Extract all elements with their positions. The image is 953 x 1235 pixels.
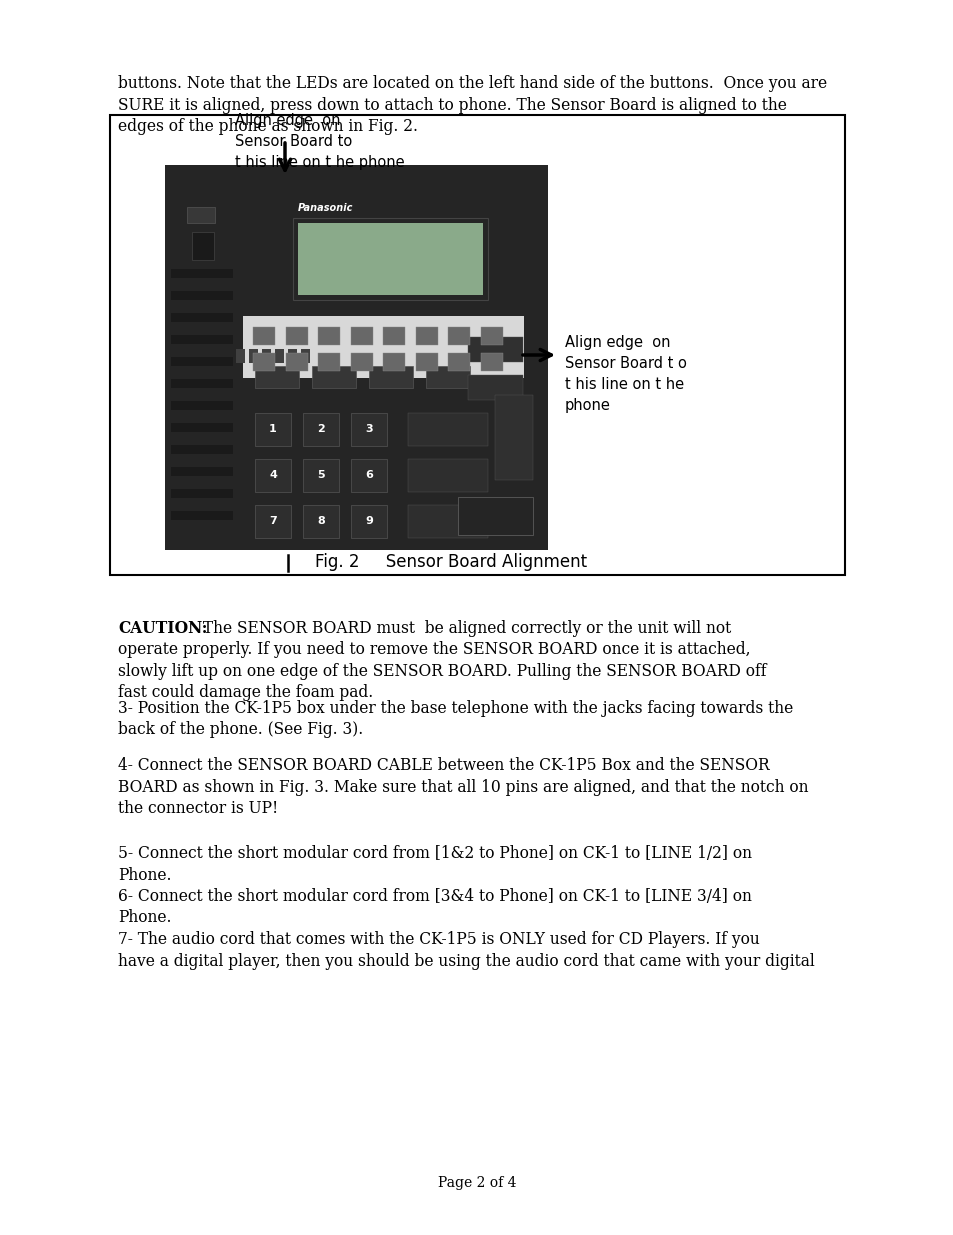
Bar (448, 327, 470, 345)
Text: edges of the phone as shown in Fig. 2.: edges of the phone as shown in Fig. 2. (118, 119, 417, 135)
Text: 5: 5 (316, 471, 324, 480)
Text: SURE it is aligned, press down to attach to phone. The Sensor Board is aligned t: SURE it is aligned, press down to attach… (118, 96, 786, 114)
Bar (253, 353, 274, 370)
Text: 1: 1 (269, 425, 276, 435)
Text: 6- Connect the short modular cord from [3&4 to Phone] on CK-1 to [LINE 3/4] on: 6- Connect the short modular cord from [… (118, 888, 751, 905)
Bar (416, 327, 437, 345)
Text: Phone.: Phone. (118, 867, 172, 883)
Bar (495, 395, 533, 480)
Bar (253, 327, 274, 345)
Bar (303, 459, 338, 492)
Bar (171, 511, 233, 520)
Bar (317, 353, 339, 370)
Bar (350, 327, 372, 345)
Bar (448, 353, 470, 370)
Text: 8: 8 (316, 516, 325, 526)
Bar (171, 379, 233, 388)
Bar (171, 312, 233, 322)
Bar (243, 316, 523, 378)
Bar (192, 232, 213, 261)
Bar (382, 353, 405, 370)
Bar (351, 505, 387, 538)
Bar (457, 496, 533, 535)
Bar (303, 505, 338, 538)
Text: slowly lift up on one edge of the SENSOR BOARD. Pulling the SENSOR BOARD off: slowly lift up on one edge of the SENSOR… (118, 663, 765, 680)
Bar (274, 348, 284, 363)
Bar (480, 353, 502, 370)
Bar (171, 357, 233, 366)
Bar (262, 348, 271, 363)
Text: Fig. 2     Sensor Board Alignment: Fig. 2 Sensor Board Alignment (314, 553, 586, 571)
Text: Align edge  on
Sensor Board to
t his line on t he phone: Align edge on Sensor Board to t his line… (234, 112, 404, 170)
Bar (249, 348, 257, 363)
Bar (165, 165, 243, 550)
Text: 5- Connect the short modular cord from [1&2 to Phone] on CK-1 to [LINE 1/2] on: 5- Connect the short modular cord from [… (118, 845, 751, 862)
Bar (369, 366, 413, 388)
Bar (301, 348, 310, 363)
Bar (297, 224, 482, 295)
Text: 2: 2 (316, 425, 325, 435)
Text: Page 2 of 4: Page 2 of 4 (437, 1176, 516, 1191)
Bar (408, 505, 488, 538)
Bar (351, 459, 387, 492)
Bar (350, 353, 372, 370)
Text: BOARD as shown in Fig. 3. Make sure that all 10 pins are aligned, and that the n: BOARD as shown in Fig. 3. Make sure that… (118, 778, 807, 795)
Text: The SENSOR BOARD must  be aligned correctly or the unit will not: The SENSOR BOARD must be aligned correct… (198, 620, 731, 637)
Bar (408, 459, 488, 492)
Bar (171, 291, 233, 300)
Text: 3- Position the CK-1P5 box under the base telephone with the jacks facing toward: 3- Position the CK-1P5 box under the bas… (118, 700, 792, 718)
Bar (243, 165, 547, 550)
Text: back of the phone. (See Fig. 3).: back of the phone. (See Fig. 3). (118, 721, 363, 739)
Bar (416, 353, 437, 370)
Bar (468, 375, 522, 400)
Text: CAUTION:: CAUTION: (118, 620, 207, 637)
Bar (426, 366, 470, 388)
Text: fast could damage the foam pad.: fast could damage the foam pad. (118, 684, 373, 701)
Bar (171, 424, 233, 432)
Text: 9: 9 (365, 516, 373, 526)
Text: have a digital player, then you should be using the audio cord that came with yo: have a digital player, then you should b… (118, 952, 814, 969)
Bar (171, 467, 233, 475)
Bar (171, 489, 233, 498)
Text: 7- The audio cord that comes with the CK-1P5 is ONLY used for CD Players. If you: 7- The audio cord that comes with the CK… (118, 931, 759, 948)
Bar (254, 459, 291, 492)
Bar (312, 366, 355, 388)
Bar (254, 366, 298, 388)
Text: 4: 4 (269, 471, 276, 480)
Text: the connector is UP!: the connector is UP! (118, 800, 278, 818)
Bar (408, 412, 488, 446)
Bar (187, 207, 214, 224)
Bar (382, 327, 405, 345)
Bar (285, 353, 307, 370)
Bar (171, 401, 233, 410)
Bar (303, 412, 338, 446)
Text: buttons. Note that the LEDs are located on the left hand side of the buttons.  O: buttons. Note that the LEDs are located … (118, 75, 826, 91)
Bar (254, 505, 291, 538)
Text: Phone.: Phone. (118, 909, 172, 926)
Text: Align edge  on
Sensor Board t o
t his line on t he
phone: Align edge on Sensor Board t o t his lin… (564, 335, 686, 412)
Bar (285, 327, 307, 345)
Text: Panasonic: Panasonic (297, 203, 353, 212)
Text: 4- Connect the SENSOR BOARD CABLE between the CK-1P5 Box and the SENSOR: 4- Connect the SENSOR BOARD CABLE betwee… (118, 757, 769, 774)
Text: 7: 7 (269, 516, 276, 526)
Bar (293, 219, 488, 300)
Bar (171, 269, 233, 278)
Bar (171, 335, 233, 345)
Bar (468, 337, 522, 362)
Bar (171, 445, 233, 454)
Text: 6: 6 (365, 471, 373, 480)
Bar (288, 348, 296, 363)
Bar (351, 412, 387, 446)
Bar (254, 412, 291, 446)
Text: operate properly. If you need to remove the SENSOR BOARD once it is attached,: operate properly. If you need to remove … (118, 641, 750, 658)
Bar (235, 348, 245, 363)
Bar (317, 327, 339, 345)
Bar (480, 327, 502, 345)
Text: 3: 3 (365, 425, 373, 435)
